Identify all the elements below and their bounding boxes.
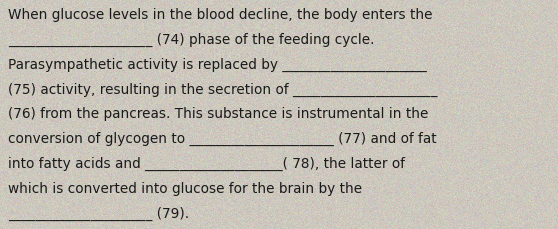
Text: (76) from the pancreas. This substance is instrumental in the: (76) from the pancreas. This substance i… — [8, 107, 429, 121]
Text: conversion of glycogen to _____________________ (77) and of fat: conversion of glycogen to ______________… — [8, 132, 437, 146]
Text: _____________________ (74) phase of the feeding cycle.: _____________________ (74) phase of the … — [8, 33, 375, 47]
Text: into fatty acids and ____________________( 78), the latter of: into fatty acids and ___________________… — [8, 156, 405, 170]
Text: which is converted into glucose for the brain by the: which is converted into glucose for the … — [8, 181, 363, 195]
Text: Parasympathetic activity is replaced by _____________________: Parasympathetic activity is replaced by … — [8, 57, 427, 71]
Text: When glucose levels in the blood decline, the body enters the: When glucose levels in the blood decline… — [8, 8, 433, 22]
Text: _____________________ (79).: _____________________ (79). — [8, 206, 190, 220]
Text: (75) activity, resulting in the secretion of _____________________: (75) activity, resulting in the secretio… — [8, 82, 437, 96]
